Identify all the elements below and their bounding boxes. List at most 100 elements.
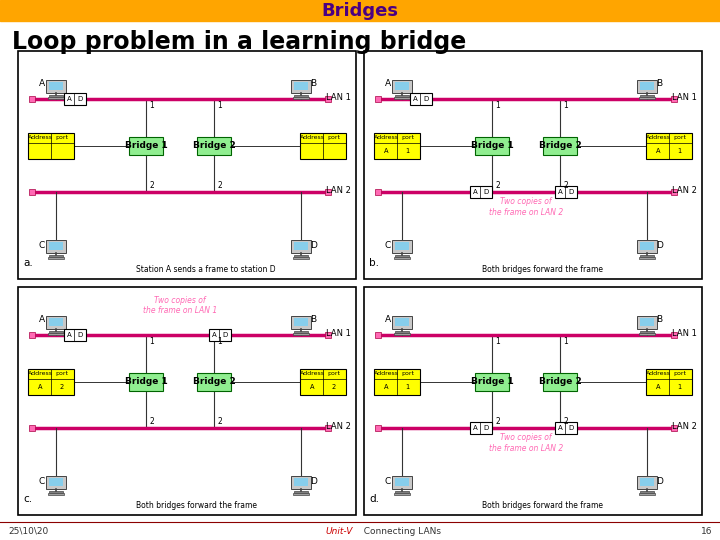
Bar bbox=[291, 79, 311, 93]
Bar bbox=[543, 373, 577, 390]
Text: Station A sends a frame to station D: Station A sends a frame to station D bbox=[136, 265, 276, 273]
Bar bbox=[46, 79, 66, 93]
Text: Two copies of
the frame on LAN 2: Two copies of the frame on LAN 2 bbox=[489, 197, 563, 217]
Bar bbox=[395, 95, 409, 97]
Bar bbox=[46, 315, 66, 329]
Text: 1: 1 bbox=[678, 147, 682, 153]
Text: Address: Address bbox=[374, 135, 399, 140]
Text: A: A bbox=[66, 332, 71, 338]
Text: 1: 1 bbox=[495, 102, 500, 111]
Text: B: B bbox=[310, 315, 317, 324]
Bar bbox=[374, 369, 420, 395]
Text: port: port bbox=[55, 135, 68, 140]
Bar bbox=[0, 0, 720, 21]
Bar bbox=[64, 93, 86, 105]
Text: Bridge 2: Bridge 2 bbox=[193, 377, 235, 386]
Text: LAN 2: LAN 2 bbox=[672, 422, 697, 431]
Bar bbox=[364, 51, 702, 279]
Text: A: A bbox=[384, 79, 391, 88]
Bar bbox=[197, 137, 231, 154]
Bar bbox=[395, 258, 410, 259]
Bar bbox=[671, 190, 677, 195]
Bar bbox=[671, 96, 677, 102]
Text: A: A bbox=[656, 147, 661, 153]
Text: A: A bbox=[66, 96, 71, 102]
Bar bbox=[395, 478, 409, 485]
Bar bbox=[395, 97, 410, 99]
Bar bbox=[392, 79, 412, 93]
Text: LAN 2: LAN 2 bbox=[326, 422, 351, 431]
Text: 1: 1 bbox=[150, 102, 154, 111]
Text: Bridge 1: Bridge 1 bbox=[471, 377, 514, 386]
Text: A: A bbox=[39, 315, 45, 324]
Text: D: D bbox=[656, 477, 663, 486]
Text: Bridge 1: Bridge 1 bbox=[125, 377, 168, 386]
Bar bbox=[300, 133, 346, 159]
Bar bbox=[294, 331, 308, 333]
Bar bbox=[375, 96, 381, 102]
Bar bbox=[395, 331, 409, 333]
Text: D: D bbox=[310, 241, 317, 250]
Text: A: A bbox=[212, 332, 216, 338]
Text: port: port bbox=[673, 371, 686, 376]
Text: D: D bbox=[656, 241, 663, 250]
Bar bbox=[197, 373, 231, 390]
Bar bbox=[375, 190, 381, 195]
Text: D: D bbox=[423, 96, 428, 102]
Bar bbox=[294, 491, 308, 493]
Text: LAN 1: LAN 1 bbox=[672, 328, 697, 338]
Text: 2: 2 bbox=[217, 417, 222, 426]
Text: 2: 2 bbox=[331, 383, 336, 390]
Text: C: C bbox=[384, 477, 391, 486]
Bar bbox=[294, 82, 308, 90]
Text: Bridge 1: Bridge 1 bbox=[125, 141, 168, 150]
Text: 25\10\20: 25\10\20 bbox=[8, 526, 48, 536]
Bar bbox=[294, 318, 308, 326]
Text: 16: 16 bbox=[701, 526, 712, 536]
Bar bbox=[325, 332, 331, 338]
Bar bbox=[395, 333, 410, 335]
Text: 1: 1 bbox=[217, 338, 222, 347]
Bar bbox=[639, 97, 654, 99]
Bar bbox=[325, 96, 331, 102]
Bar bbox=[293, 333, 309, 335]
Bar bbox=[395, 82, 409, 90]
Bar bbox=[470, 422, 492, 434]
Bar bbox=[291, 476, 311, 489]
Bar bbox=[49, 255, 63, 257]
Bar bbox=[555, 186, 577, 198]
Bar bbox=[294, 95, 308, 97]
Text: 1: 1 bbox=[150, 338, 154, 347]
Bar bbox=[49, 82, 63, 90]
Text: C: C bbox=[38, 241, 45, 250]
Bar bbox=[18, 287, 356, 515]
Text: Address: Address bbox=[300, 371, 325, 376]
Text: Bridge 1: Bridge 1 bbox=[471, 141, 514, 150]
Text: Bridge 2: Bridge 2 bbox=[193, 141, 235, 150]
Bar bbox=[640, 331, 654, 333]
Bar bbox=[392, 315, 412, 329]
Text: D: D bbox=[484, 190, 489, 195]
Text: 2: 2 bbox=[217, 181, 222, 190]
Text: 2: 2 bbox=[563, 417, 568, 426]
Text: Both bridges forward the frame: Both bridges forward the frame bbox=[136, 501, 257, 510]
Text: A: A bbox=[413, 96, 417, 102]
Bar bbox=[18, 51, 356, 279]
Text: A: A bbox=[39, 79, 45, 88]
Text: C: C bbox=[384, 241, 391, 250]
Text: A: A bbox=[473, 190, 477, 195]
Bar bbox=[29, 190, 35, 195]
Text: d.: d. bbox=[369, 494, 379, 504]
Bar bbox=[375, 426, 381, 431]
Bar bbox=[475, 373, 510, 390]
Text: Two copies of
the frame on LAN 1: Two copies of the frame on LAN 1 bbox=[143, 295, 217, 315]
Text: 2: 2 bbox=[150, 417, 154, 426]
Text: 1: 1 bbox=[563, 102, 568, 111]
Text: Both bridges forward the frame: Both bridges forward the frame bbox=[482, 501, 603, 510]
Bar bbox=[640, 82, 654, 90]
Bar bbox=[49, 318, 63, 326]
Text: port: port bbox=[673, 135, 686, 140]
Bar bbox=[46, 240, 66, 253]
Text: LAN 2: LAN 2 bbox=[326, 186, 351, 195]
Bar bbox=[130, 373, 163, 390]
